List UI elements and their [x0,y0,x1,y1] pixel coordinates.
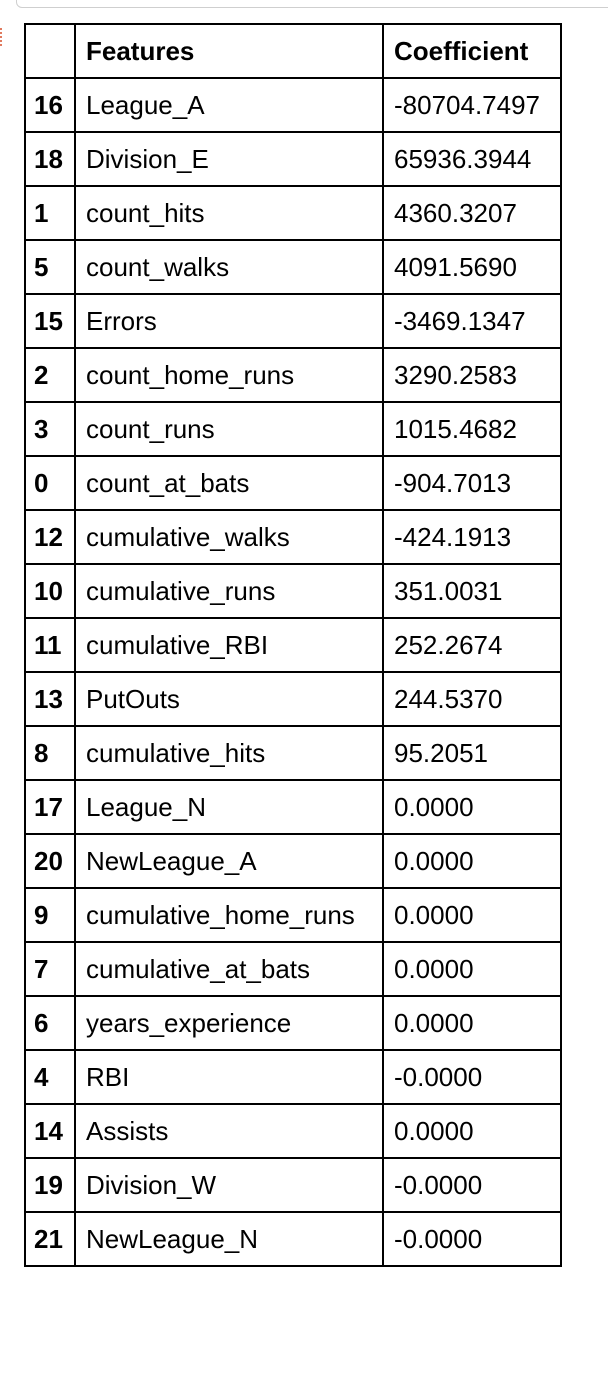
feature-name-cell: cumulative_walks [74,509,384,565]
row-index: 21 [24,1211,76,1267]
row-index: 20 [24,833,76,889]
coefficient-value-cell: 65936.3944 [382,131,562,187]
row-index: 12 [24,509,76,565]
table-body: 16 League_A -80704.7497 18 Division_E 65936.3… [24,77,562,1267]
feature-name-cell: NewLeague_A [74,833,384,889]
feature-name-cell: count_runs [74,401,384,457]
feature-name-cell: years_experience [74,995,384,1051]
row-index: 3 [24,401,76,457]
coefficient-value-cell: 252.2674 [382,617,562,673]
row-index: 7 [24,941,76,997]
table-row: 14 Assists 0.0000 [24,1103,562,1159]
feature-name-cell: League_A [74,77,384,133]
row-index: 15 [24,293,76,349]
features-column-header: Features [74,23,384,79]
table-row: 3 count_runs 1015.4682 [24,401,562,457]
feature-name-cell: League_N [74,779,384,835]
table-row: 6 years_experience 0.0000 [24,995,562,1051]
row-index: 9 [24,887,76,943]
table-row: 15 Errors -3469.1347 [24,293,562,349]
feature-name-cell: cumulative_home_runs [74,887,384,943]
coefficient-value-cell: 0.0000 [382,1103,562,1159]
coefficient-value-cell: -904.7013 [382,455,562,511]
table-row: 21 NewLeague_N -0.0000 [24,1211,562,1267]
coefficient-value-cell: -80704.7497 [382,77,562,133]
table-row: 13 PutOuts 244.5370 [24,671,562,727]
row-index: 6 [24,995,76,1051]
index-column-header [24,23,76,79]
feature-name-cell: cumulative_hits [74,725,384,781]
row-index: 5 [24,239,76,295]
feature-name-cell: Division_W [74,1157,384,1213]
feature-name-cell: RBI [74,1049,384,1105]
feature-name-cell: cumulative_RBI [74,617,384,673]
row-index: 0 [24,455,76,511]
table-row: 11 cumulative_RBI 252.2674 [24,617,562,673]
row-index: 17 [24,779,76,835]
row-index: 19 [24,1157,76,1213]
coefficient-value-cell: 1015.4682 [382,401,562,457]
header-row: Features Coefficient [24,23,562,79]
table-row: 9 cumulative_home_runs 0.0000 [24,887,562,943]
feature-name-cell: Division_E [74,131,384,187]
table-row: 18 Division_E 65936.3944 [24,131,562,187]
table-row: 8 cumulative_hits 95.2051 [24,725,562,781]
coefficient-value-cell: 4091.5690 [382,239,562,295]
table-row: 20 NewLeague_A 0.0000 [24,833,562,889]
table-row: 19 Division_W -0.0000 [24,1157,562,1213]
coefficient-value-cell: 4360.3207 [382,185,562,241]
coefficient-value-cell: 351.0031 [382,563,562,619]
coefficient-value-cell: -0.0000 [382,1049,562,1105]
row-index: 2 [24,347,76,403]
row-index: 18 [24,131,76,187]
row-index: 11 [24,617,76,673]
feature-name-cell: NewLeague_N [74,1211,384,1267]
table-row: 17 League_N 0.0000 [24,779,562,835]
row-index: 1 [24,185,76,241]
row-index: 10 [24,563,76,619]
coefficient-value-cell: 0.0000 [382,941,562,997]
coefficient-value-cell: -0.0000 [382,1211,562,1267]
row-index: 14 [24,1103,76,1159]
coefficient-value-cell: 0.0000 [382,833,562,889]
feature-name-cell: Errors [74,293,384,349]
table-row: 10 cumulative_runs 351.0031 [24,563,562,619]
coefficient-table: Features Coefficient 16 League_A -80704.74… [24,23,562,1267]
row-index: 8 [24,725,76,781]
table-row: 7 cumulative_at_bats 0.0000 [24,941,562,997]
table-row: 12 cumulative_walks -424.1913 [24,509,562,565]
feature-name-cell: cumulative_runs [74,563,384,619]
feature-name-cell: count_at_bats [74,455,384,511]
table-header: Features Coefficient [24,23,562,79]
table-row: 2 count_home_runs 3290.2583 [24,347,562,403]
row-index: 16 [24,77,76,133]
feature-name-cell: count_hits [74,185,384,241]
coefficient-value-cell: 0.0000 [382,887,562,943]
coefficient-value-cell: 0.0000 [382,779,562,835]
row-index: 13 [24,671,76,727]
feature-name-cell: Assists [74,1103,384,1159]
table-row: 16 League_A -80704.7497 [24,77,562,133]
coefficient-value-cell: -0.0000 [382,1157,562,1213]
coefficient-value-cell: 244.5370 [382,671,562,727]
coefficient-value-cell: -3469.1347 [382,293,562,349]
coefficient-value-cell: 0.0000 [382,995,562,1051]
row-index: 4 [24,1049,76,1105]
coefficient-value-cell: -424.1913 [382,509,562,565]
coefficient-value-cell: 95.2051 [382,725,562,781]
table-row: 5 count_walks 4091.5690 [24,239,562,295]
table-row: 0 count_at_bats -904.7013 [24,455,562,511]
feature-name-cell: count_home_runs [74,347,384,403]
output-cell-frame [16,0,608,8]
table-row: 1 count_hits 4360.3207 [24,185,562,241]
table-row: 4 RBI -0.0000 [24,1049,562,1105]
coefficient-column-header: Coefficient [382,23,562,79]
feature-name-cell: cumulative_at_bats [74,941,384,997]
cell-edge-marker [0,28,2,46]
feature-name-cell: PutOuts [74,671,384,727]
coefficient-value-cell: 3290.2583 [382,347,562,403]
feature-name-cell: count_walks [74,239,384,295]
